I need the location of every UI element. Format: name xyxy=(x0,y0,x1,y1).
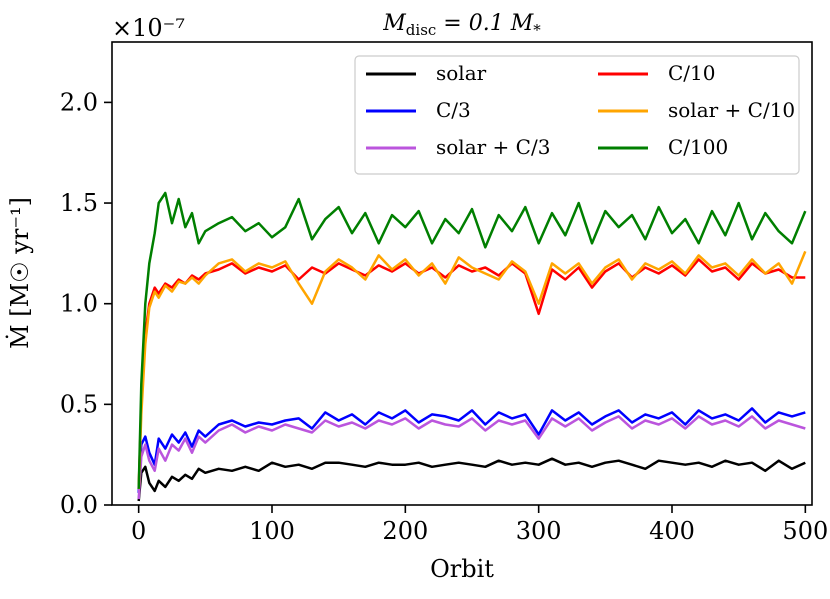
y-axis: 0.0 0.5 1.0 1.5 2.0 xyxy=(60,88,112,519)
legend-label: solar + C/3 xyxy=(436,135,550,159)
y-tick-label: 1.0 xyxy=(60,290,98,318)
x-tick-label: 200 xyxy=(382,517,428,545)
series-line-c-100 xyxy=(137,191,807,489)
legend-label: C/3 xyxy=(436,98,471,122)
x-tick-label: 300 xyxy=(516,517,562,545)
title-star: * xyxy=(533,21,541,39)
legend-label: solar xyxy=(436,61,487,85)
axes-frame xyxy=(111,41,813,506)
y-tick-label: 0.5 xyxy=(60,390,98,418)
legend-box xyxy=(354,55,800,175)
y-tick-label: 1.5 xyxy=(60,189,98,217)
x-axis: 0 100 200 300 400 500 xyxy=(131,505,828,545)
legend: solar C/3 solar + C/3 C/10 solar + C/10 C/100 xyxy=(354,55,800,175)
legend-label: solar + C/10 xyxy=(668,98,795,122)
series-line-solar-c-3 xyxy=(137,415,806,500)
series-line-c-10 xyxy=(137,258,806,489)
x-tick-label: 500 xyxy=(782,517,828,545)
legend-label: C/10 xyxy=(668,61,716,85)
series-line-solar-c-10 xyxy=(137,250,807,489)
x-tick-label: 400 xyxy=(649,517,695,545)
x-tick-label: 0 xyxy=(131,517,146,545)
y-offset-text: ×10⁻⁷ xyxy=(112,14,185,42)
x-tick-label: 100 xyxy=(249,517,295,545)
title-sub: disc xyxy=(406,21,437,39)
y-tick-label: 2.0 xyxy=(60,88,98,116)
x-axis-title: Orbit xyxy=(430,555,494,583)
legend-label: C/100 xyxy=(668,135,728,159)
series-line-solar xyxy=(137,457,806,502)
plot-lines xyxy=(137,191,807,502)
title-eq: = 0.1 M xyxy=(436,11,533,36)
plot-title: Mdisc = 0.1 M* xyxy=(382,11,541,39)
title-main: M xyxy=(382,11,406,36)
y-tick-label: 0.0 xyxy=(60,491,98,519)
series-line-c-3 xyxy=(137,407,806,493)
y-axis-title: Ṁ [M☉ yr⁻¹] xyxy=(5,197,34,349)
